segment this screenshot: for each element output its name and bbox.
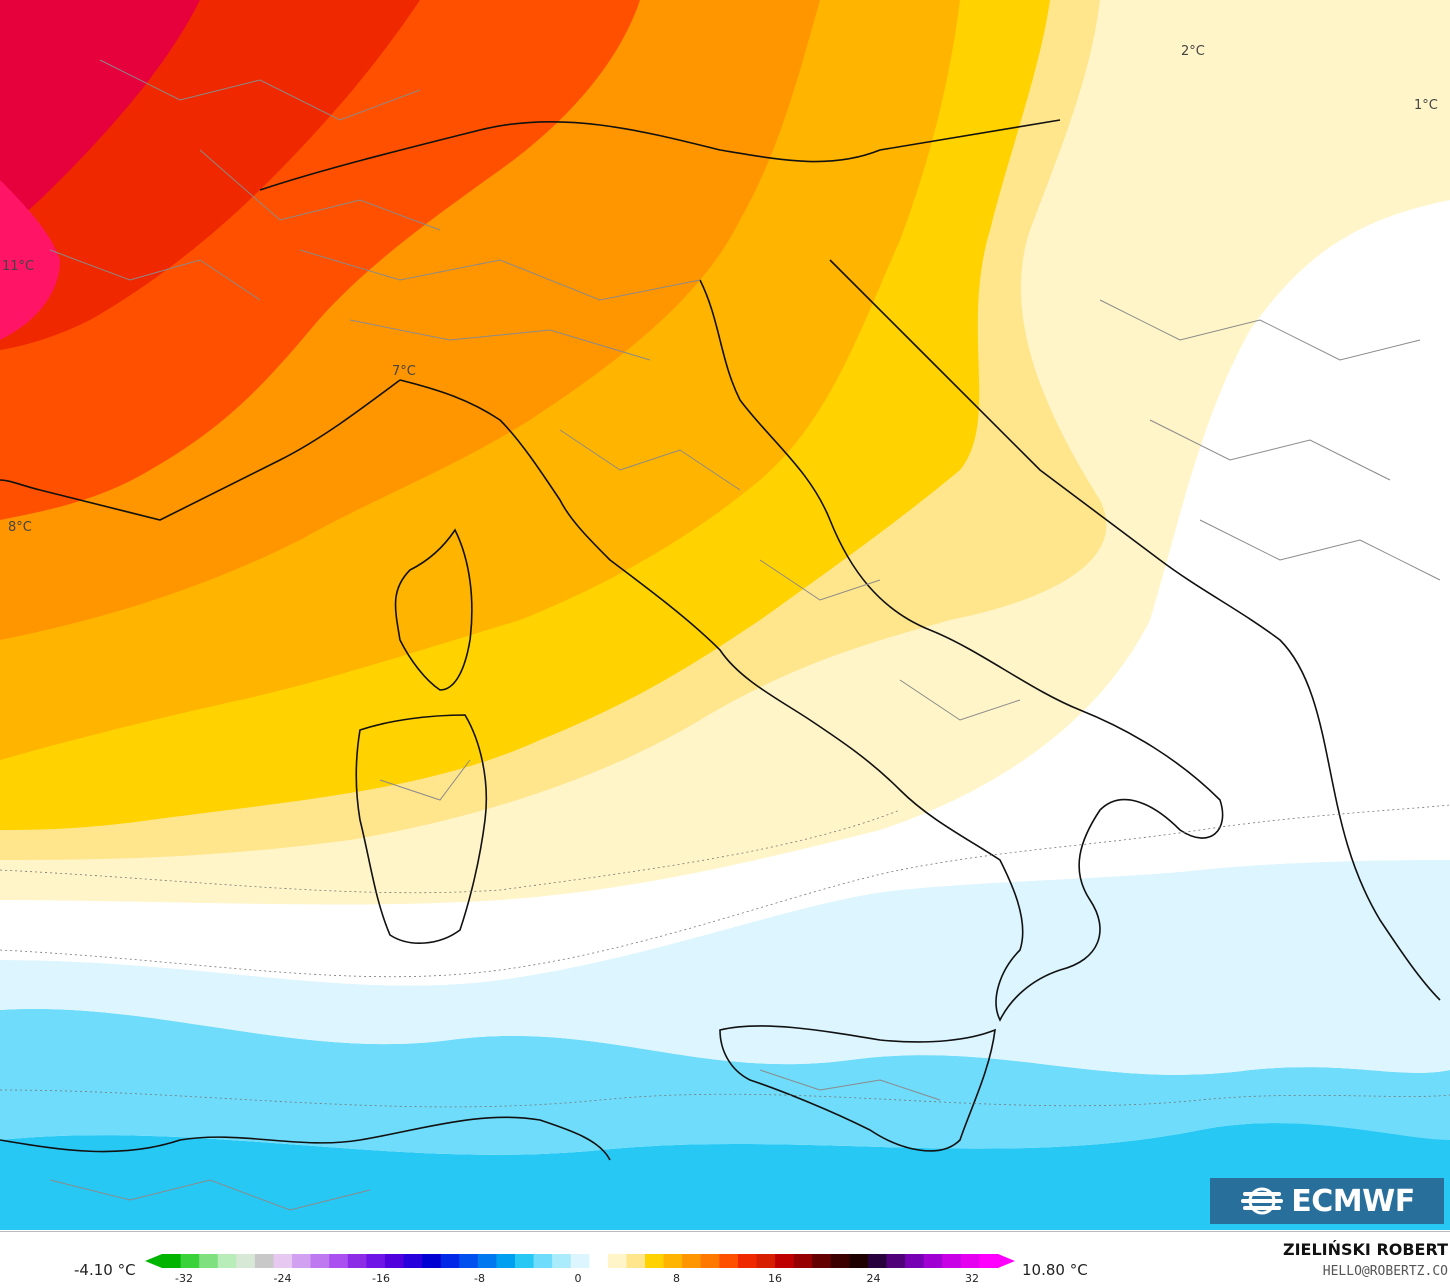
admin-borders [49,59,1441,1211]
colorbar-segment [905,1254,925,1268]
colorbar-segment [645,1254,665,1268]
colorbar-segment [514,1254,535,1268]
colorbar-segment [292,1254,312,1268]
colorbar-segment [236,1254,256,1268]
colorbar-segment [849,1254,869,1268]
colorbar-segment [942,1254,962,1268]
colorbar-segment [366,1254,386,1268]
colorbar-tick-label: 32 [965,1272,979,1285]
colorbar-segment [180,1254,200,1268]
colorbar-tick-label: -24 [273,1272,292,1285]
colorbar-tick-label: 16 [768,1272,782,1285]
colorbar-segment [682,1254,702,1268]
colorbar-segment [886,1254,906,1268]
colorbar-segment [923,1254,943,1268]
colorbar-segment [756,1254,776,1268]
temperature-colorbar [145,1254,1015,1268]
colorbar-tick-label: -8 [474,1272,485,1285]
author-email: HELLO@ROBERTZ.CO [1322,1264,1448,1279]
colorbar-segment [812,1254,832,1268]
colorbar-segment [570,1254,590,1268]
colorbar-tick-label: 24 [866,1272,881,1285]
colorbar-segment [867,1254,888,1268]
legend-max-value: 10.80 °C [1022,1261,1088,1279]
ecmwf-emblem-icon [1241,1187,1284,1215]
band-crimson [0,0,200,230]
colorbar-segment [719,1254,739,1268]
contour-lines [0,804,1450,1108]
colorbar-segment [347,1254,367,1268]
contour-label-11c: 11°C [2,259,35,274]
colorbar-segment [217,1254,237,1268]
band-magenta [0,180,60,340]
colorbar-segment [663,1254,683,1268]
colorbar-tick-label: -32 [175,1272,193,1285]
colorbar-segment [496,1254,516,1268]
colorbar-segment [775,1254,795,1268]
ecmwf-logo-text: ECMWF [1291,1183,1415,1219]
temperature-map [0,0,1450,1230]
colorbar-min-arrow [145,1254,162,1268]
colorbar-segment [793,1254,813,1268]
legend-footer: -4.10 °C -32 -24 -16 -8 0 8 16 24 32 10.80 °C ZI… [0,1231,1450,1288]
band-cold [0,1008,1450,1155]
colorbar-max-arrow [998,1254,1015,1268]
contour-label-7c: 7°C [392,364,416,379]
author-credit: ZIELIŃSKI ROBERT [1282,1240,1448,1259]
colorbar-tick-label: 8 [673,1272,680,1285]
band-cool [0,860,1450,1075]
colorbar-tick-label: 0 [574,1272,582,1285]
colorbar-segment [737,1254,758,1268]
colorbar-segment [273,1254,293,1268]
colorbar-segment [329,1254,349,1268]
band-white [0,760,1450,986]
colorbar-segment [459,1254,479,1268]
colorbar-segment [384,1254,405,1268]
colorbar-segment [830,1254,850,1268]
colorbar-segment [533,1254,553,1268]
colorbar-segment [422,1254,442,1268]
colorbar-segment [979,1254,999,1268]
colorbar-segment [403,1254,423,1268]
colorbar-segment [700,1254,720,1268]
contour-label-2c: 2°C [1181,44,1205,59]
legend-min-value: -4.10 °C [74,1261,136,1279]
band-very-cold [0,1122,1450,1230]
coastlines [0,119,1441,1161]
colorbar-segment [589,1254,609,1268]
colorbar-segment [440,1254,460,1268]
colorbar-segment [552,1254,572,1268]
colorbar-segment [254,1254,275,1268]
colorbar-segment [477,1254,497,1268]
colorbar-segment [960,1254,981,1268]
colorbar-segment [607,1254,628,1268]
contour-label-8c: 8°C [8,520,32,535]
contour-label-1c: 1°C [1414,98,1438,113]
colorbar-segment [162,1254,182,1268]
colorbar-segment [626,1254,646,1268]
ecmwf-logo: ECMWF [1210,1178,1444,1224]
colorbar-segment [199,1254,219,1268]
colorbar-tick-label: -16 [372,1272,390,1285]
colorbar-segment [310,1254,330,1268]
